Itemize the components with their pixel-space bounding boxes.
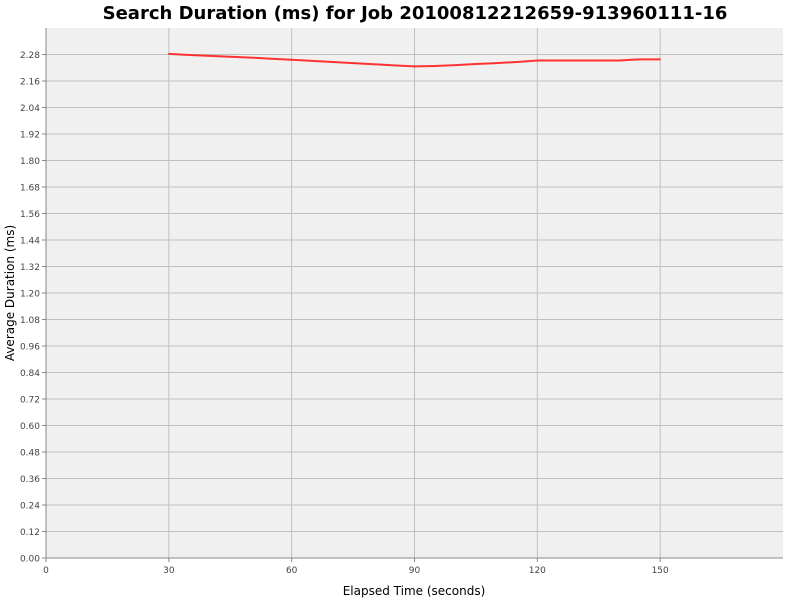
- y-tick-label: 0.36: [20, 475, 40, 485]
- data-point: [229, 55, 232, 58]
- data-point: [352, 62, 354, 64]
- data-point: [475, 63, 477, 65]
- y-tick-label: 0.72: [20, 396, 40, 406]
- data-point: [434, 65, 436, 67]
- y-tick-label: 1.80: [20, 157, 40, 167]
- y-tick-label: 0.00: [20, 555, 40, 565]
- y-tick-label: 2.28: [20, 51, 40, 61]
- y-tick-label: 1.68: [20, 184, 40, 194]
- data-point: [597, 59, 600, 62]
- x-tick-label: 120: [529, 566, 546, 576]
- y-tick-label: 2.04: [20, 104, 40, 114]
- y-tick-label: 1.32: [20, 263, 40, 273]
- y-tick-label: 0.96: [20, 343, 40, 353]
- x-tick-label: 60: [286, 566, 298, 576]
- data-point: [188, 54, 191, 56]
- y-tick-label: 1.44: [20, 237, 40, 247]
- data-point: [372, 63, 375, 66]
- data-point: [168, 53, 170, 55]
- data-point: [638, 58, 641, 61]
- data-point: [413, 65, 416, 68]
- x-tick-label: 150: [652, 566, 669, 576]
- y-tick-label: 0.84: [20, 369, 40, 379]
- y-tick-label: 1.56: [20, 210, 40, 220]
- data-point: [495, 62, 498, 64]
- y-tick-label: 0.24: [20, 502, 40, 512]
- y-tick-label: 1.92: [20, 131, 40, 141]
- y-tick-label: 1.08: [20, 316, 40, 326]
- x-tick-label: 90: [409, 566, 421, 576]
- data-point: [311, 60, 313, 62]
- data-point: [331, 61, 334, 63]
- data-point: [659, 58, 661, 61]
- y-tick-label: 0.12: [20, 528, 40, 538]
- y-axis-label: Average Duration (ms): [3, 225, 17, 361]
- y-tick-label: 0.48: [20, 449, 40, 459]
- x-tick-label: 30: [163, 566, 175, 576]
- data-point: [249, 56, 252, 59]
- y-tick-label: 0.60: [20, 422, 40, 432]
- data-point: [290, 59, 293, 61]
- data-point: [557, 59, 559, 62]
- data-point: [454, 64, 457, 66]
- y-tick-label: 2.16: [20, 78, 40, 88]
- data-point: [393, 64, 395, 67]
- y-tick-label: 1.20: [20, 290, 40, 300]
- x-tick-label: 0: [43, 566, 49, 576]
- data-point: [577, 59, 580, 62]
- data-point: [536, 59, 539, 62]
- x-axis-label: Elapsed Time (seconds): [343, 584, 486, 598]
- chart-title: Search Duration (ms) for Job 20100812212…: [102, 3, 728, 24]
- data-point: [270, 57, 272, 60]
- data-point: [208, 55, 211, 57]
- data-point: [618, 59, 621, 62]
- data-point: [516, 61, 518, 63]
